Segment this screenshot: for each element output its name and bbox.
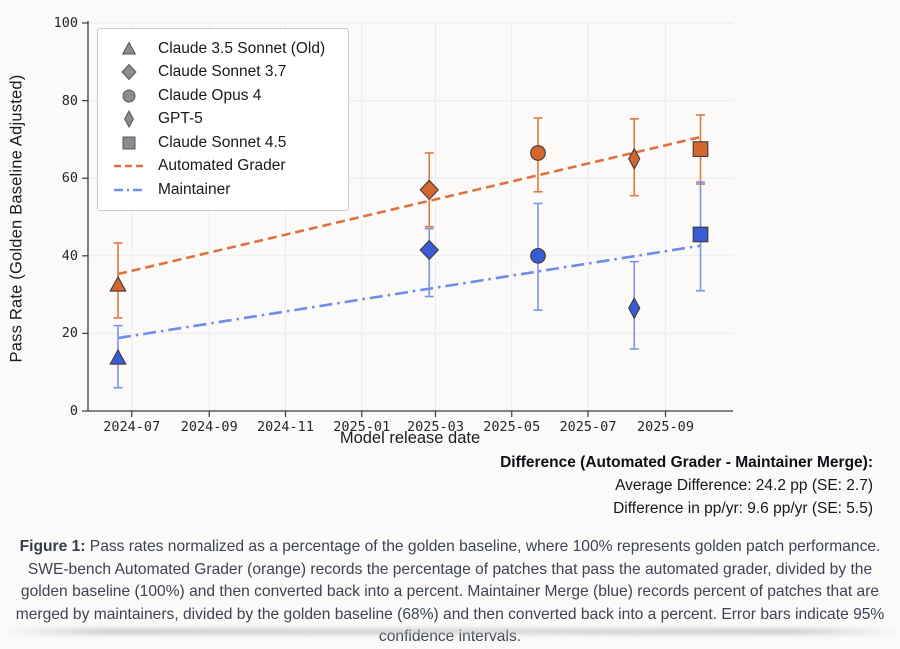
data-point-marker: [692, 141, 709, 157]
legend-entry: Claude Sonnet 4.5: [110, 131, 338, 155]
maintainer-trendline: [117, 244, 701, 340]
legend-label: Claude Opus 4: [158, 86, 262, 104]
legend-label: Claude Sonnet 3.7: [158, 63, 287, 81]
legend-entry: Claude 3.5 Sonnet (Old): [110, 37, 338, 61]
legend-entry: Claude Sonnet 3.7: [110, 61, 338, 85]
figure-caption: Figure 1: Pass rates normalized as a per…: [10, 536, 890, 649]
x-tick-label: 2024-07: [103, 419, 161, 435]
x-tick-label: 2025-07: [559, 419, 617, 435]
dashed-line-icon: [114, 164, 144, 168]
x-tick-label: 2025-01: [333, 419, 391, 435]
dashdot-line-icon: [114, 188, 144, 192]
y-tick-label: 60: [61, 170, 78, 187]
data-point-marker: [109, 348, 127, 365]
legend-label: Maintainer: [158, 180, 231, 198]
x-tick-label: 2025-05: [483, 419, 541, 435]
data-point-marker: [109, 275, 127, 292]
data-point-marker: [530, 247, 546, 264]
legend-label: GPT-5: [158, 110, 203, 128]
legend-label: Claude Sonnet 4.5: [158, 133, 287, 151]
circle-icon: [122, 89, 136, 103]
data-point-marker: [530, 145, 546, 161]
scatter-plot: Pass Rate (Golden Baseline Adjusted) Mod…: [7, 15, 733, 447]
triangle-icon: [121, 41, 137, 55]
x-tick-label: 2024-09: [180, 419, 238, 435]
square-icon: [122, 136, 136, 150]
data-point-marker: [628, 147, 641, 170]
difference-title: Difference (Automated Grader - Maintaine…: [500, 454, 873, 471]
difference-per-year: Difference in pp/yr: 9.6 pp/yr (SE: 5.5): [613, 500, 873, 517]
legend-entry: Claude Opus 4: [110, 84, 338, 108]
legend-entry: GPT-5: [110, 108, 338, 132]
data-point-marker: [419, 179, 440, 201]
scan-edge-artifact: [0, 628, 900, 635]
x-tick-label: 2024-11: [257, 419, 314, 435]
y-tick-label: 80: [61, 92, 78, 109]
diamond-icon: [121, 64, 137, 81]
figure-caption-label: Figure 1:: [19, 538, 86, 555]
y-tick-label: 20: [61, 325, 78, 342]
figure-caption-text: Pass rates normalized as a percentage of…: [15, 538, 885, 646]
legend-entry: Automated Grader: [110, 155, 338, 179]
difference-average: Average Difference: 24.2 pp (SE: 2.7): [615, 477, 873, 494]
diamond-icon: [121, 64, 137, 81]
circle-icon: [122, 89, 136, 103]
legend-box: Claude 3.5 Sonnet (Old) Claude Sonnet 3.7…: [97, 28, 349, 211]
thindiamond-icon: [124, 110, 134, 129]
y-tick-label: 0: [69, 403, 78, 419]
data-point-marker: [692, 226, 709, 243]
legend-label: Claude 3.5 Sonnet (Old): [158, 39, 326, 57]
square-icon: [122, 136, 136, 150]
x-tick-label: 2025-09: [637, 419, 694, 435]
data-point-marker: [628, 297, 641, 320]
legend-label: Automated Grader: [158, 157, 286, 175]
x-tick-label: 2025-03: [407, 419, 464, 435]
x-axis-label: Model release date: [339, 429, 481, 447]
triangle-icon: [121, 41, 137, 55]
y-axis-label: Pass Rate (Golden Baseline Adjusted): [7, 74, 26, 363]
automated-grader-trendline: [117, 135, 701, 276]
thindiamond-icon: [124, 110, 134, 129]
data-point-marker: [419, 239, 440, 261]
y-tick-label: 100: [53, 15, 78, 31]
y-tick-label: 40: [61, 247, 78, 264]
difference-stats: Difference (Automated Grader - Maintaine…: [500, 451, 873, 520]
legend-entry: Maintainer: [110, 178, 338, 202]
